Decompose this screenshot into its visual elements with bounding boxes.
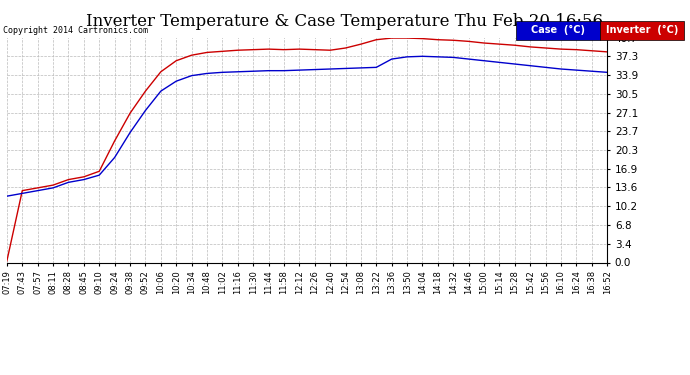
Text: Case  (°C): Case (°C) bbox=[531, 26, 585, 35]
Text: Inverter Temperature & Case Temperature Thu Feb 20 16:56: Inverter Temperature & Case Temperature … bbox=[86, 13, 604, 30]
Text: Inverter  (°C): Inverter (°C) bbox=[607, 26, 678, 35]
Text: Copyright 2014 Cartronics.com: Copyright 2014 Cartronics.com bbox=[3, 26, 148, 35]
